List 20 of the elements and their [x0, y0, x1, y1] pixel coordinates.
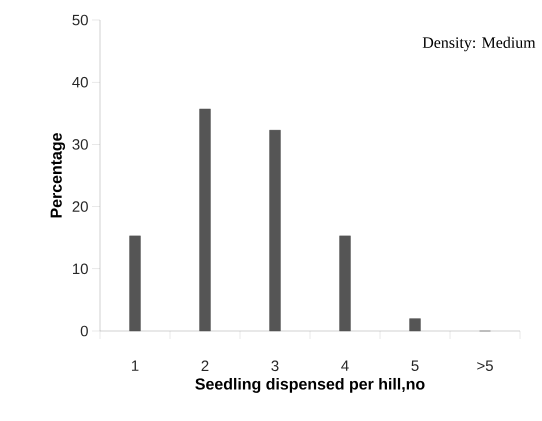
y-tick-label: 20	[72, 201, 88, 212]
bar	[269, 130, 281, 332]
bar	[409, 318, 421, 332]
y-tick-label: 0	[80, 326, 88, 336]
annotation: Density: Medium	[422, 36, 536, 52]
bar	[129, 236, 141, 332]
bar	[199, 108, 211, 332]
x-tick-label: 5	[411, 360, 419, 371]
y-tick-label: 30	[72, 139, 88, 150]
bar	[339, 236, 351, 332]
x-axis-title: Seedling dispensed per hill,no	[195, 378, 425, 393]
x-tick-label: 4	[341, 360, 349, 371]
x-tick-label: 2	[202, 360, 208, 371]
x-tick-label: 3	[271, 360, 279, 372]
x-tick-label: >5	[477, 360, 493, 371]
y-axis-title: Percentage	[50, 133, 66, 218]
y-tick-label: 40	[72, 76, 88, 88]
x-tick-label: 1	[132, 360, 138, 371]
y-tick-label: 50	[72, 14, 88, 26]
y-tick-label: 10	[73, 264, 88, 274]
